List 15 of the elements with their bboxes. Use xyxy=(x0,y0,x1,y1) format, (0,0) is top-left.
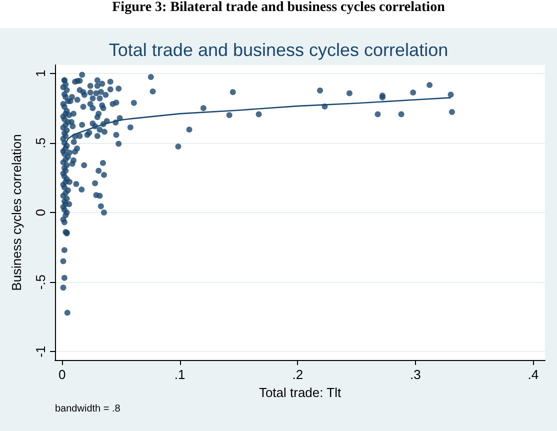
y-tick-label: -.5 xyxy=(33,274,48,290)
x-tick-label: .3 xyxy=(410,367,421,382)
y-tick-label: -1 xyxy=(33,346,48,358)
chart-subtitle: Total trade and business cycles correlation xyxy=(108,40,448,60)
text: bandwidth = .8 xyxy=(55,404,121,414)
chart-title: Figure 3: Bilateral trade and business cycles correlation xyxy=(111,0,446,17)
y-tick-label: 0 xyxy=(33,208,48,216)
x-tick-label: 0 xyxy=(58,367,66,382)
y-axis-title: Business cycles correlation xyxy=(9,134,24,291)
x-tick-label: .1 xyxy=(174,367,186,382)
y-tick-label: 1 xyxy=(33,70,48,77)
x-axis-title: Total trade: Tlt xyxy=(258,384,342,400)
y-tick-label: .5 xyxy=(33,138,48,148)
x-tick-label: .2 xyxy=(292,367,304,382)
x-tick-label: .4 xyxy=(528,367,539,382)
